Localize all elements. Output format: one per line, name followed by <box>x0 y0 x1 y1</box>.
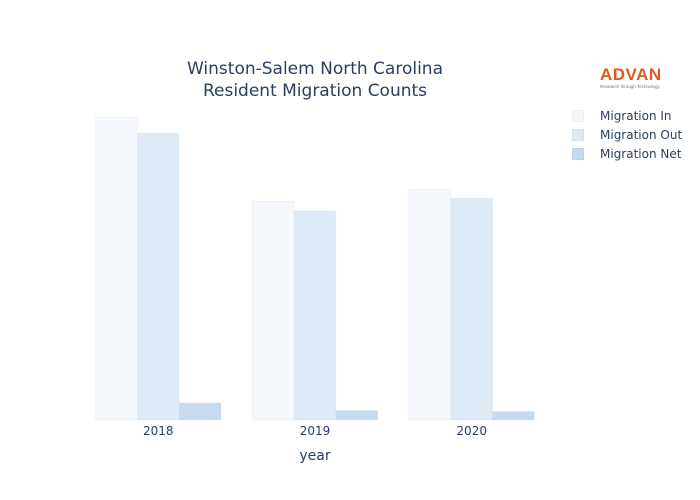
bar-migration-in-2018 <box>95 116 138 421</box>
bar-migration-out-2020 <box>450 197 493 421</box>
chart-title: Winston-Salem North Carolina Resident Mi… <box>115 58 515 102</box>
legend: Migration In Migration Out Migration Net <box>572 106 682 163</box>
bar-migration-out-2019 <box>293 210 337 421</box>
x-tick-label-2019: 2019 <box>300 424 331 438</box>
chart-title-line-2: Resident Migration Counts <box>202 81 428 101</box>
bar-migration-net-2020 <box>492 411 535 421</box>
legend-label: Migration Out <box>600 127 683 142</box>
legend-label: Migration In <box>600 108 672 123</box>
legend-item-migration-in[interactable]: Migration In <box>572 106 682 125</box>
legend-swatch <box>572 109 584 122</box>
legend-swatch <box>572 147 584 160</box>
legend-item-migration-net[interactable]: Migration Net <box>572 144 682 163</box>
legend-swatch <box>572 128 584 141</box>
bar-migration-in-2019 <box>252 201 295 421</box>
bar-migration-in-2020 <box>408 189 452 421</box>
advan-logo: ADVAN Research through Technology <box>600 66 672 89</box>
logo-wordmark: ADVAN <box>600 65 662 84</box>
bar-migration-net-2018 <box>178 402 222 421</box>
x-tick-label-2020: 2020 <box>456 424 487 438</box>
legend-label: Migration Net <box>600 146 682 161</box>
chart-title-line-1: Winston-Salem North Carolina <box>186 59 443 79</box>
legend-item-migration-out[interactable]: Migration Out <box>572 125 682 144</box>
logo-tagline: Research through Technology <box>600 84 660 89</box>
bar-migration-out-2018 <box>137 132 180 421</box>
bar-migration-net-2019 <box>335 410 378 421</box>
x-axis-title: year <box>299 448 331 464</box>
x-tick-label-2018: 2018 <box>143 424 174 438</box>
